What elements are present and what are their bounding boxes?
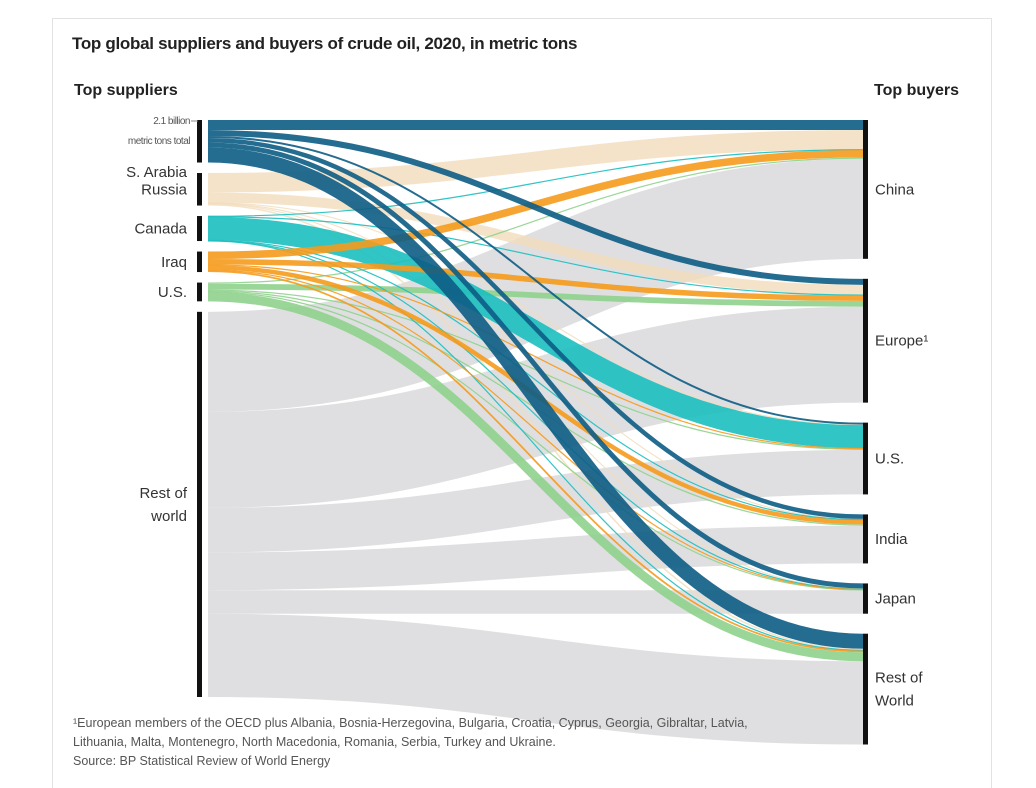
buyer-label-japan: Japan [875,591,916,608]
supplier-label-canada: Canada [134,221,187,238]
footnote-line-1: ¹European members of the OECD plus Alban… [73,714,973,733]
supplier-bar-rest-of-world [197,312,202,697]
buyer-label-u-s: U.S. [875,451,904,468]
buyer-bar-u-s [863,423,868,495]
supplier-label-u-s: U.S. [158,284,187,301]
source-line: Source: BP Statistical Review of World E… [73,752,973,771]
supplier-bar-iraq [197,252,202,273]
scale-note-line-2: metric tons total [128,136,190,147]
supplier-label-russia: Russia [141,181,188,198]
flow-rest-of-world-to-rest-of-world [208,655,863,703]
buyer-label-europe: Europe¹ [875,333,928,350]
supplier-label-s-arabia: S. Arabia [126,164,188,181]
supplier-bar-s-arabia [197,120,202,163]
footnote: ¹European members of the OECD plus Alban… [73,714,973,771]
buyer-bar-europe [863,279,868,403]
buyer-bar-china [863,120,868,259]
supplier-bar-u-s [197,283,202,302]
buyer-bar-india [863,514,868,563]
supplier-label-iraq: Iraq [161,254,187,271]
buyer-label-india: India [875,531,908,548]
buyer-bar-japan [863,583,868,613]
supplier-bar-canada [197,216,202,241]
buyer-label-china: China [875,181,915,198]
supplier-bar-russia [197,173,202,206]
footnote-line-2: Lithuania, Malta, Montenegro, North Mace… [73,733,973,752]
flows-layer [208,125,863,703]
scale-note-line-1: 2.1 billion [153,116,190,127]
